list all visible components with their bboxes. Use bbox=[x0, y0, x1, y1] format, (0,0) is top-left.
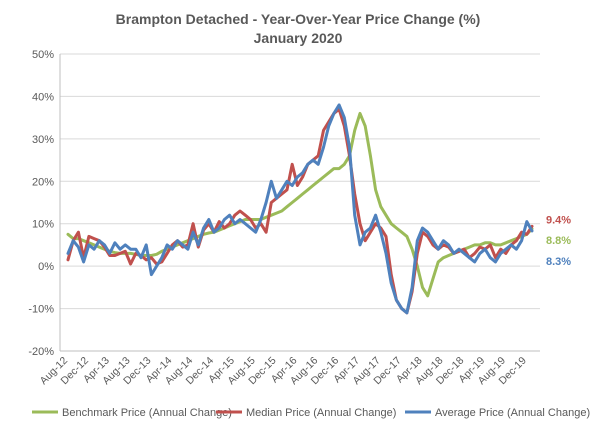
y-tick-label: -10% bbox=[28, 304, 54, 316]
gridlines bbox=[59, 53, 540, 352]
y-tick-label: -20% bbox=[28, 346, 54, 358]
series-line-1 bbox=[66, 111, 534, 298]
y-tick-label: 40% bbox=[32, 91, 54, 103]
series-line-2 bbox=[66, 107, 534, 315]
y-axis-ticks: -20% -10% 0% 10% 20% 30% 40% 50% bbox=[28, 49, 54, 358]
y-tick-label: 50% bbox=[32, 49, 54, 61]
end-label-1: 8.8% bbox=[546, 235, 571, 247]
chart-title: Brampton Detached - Year-Over-Year Price… bbox=[116, 11, 481, 27]
chart-subtitle: January 2020 bbox=[254, 30, 343, 46]
end-label-3: 8.3% bbox=[546, 256, 571, 268]
legend-label: Median Price (Annual Change) bbox=[246, 407, 396, 419]
y-tick-label: 10% bbox=[32, 219, 54, 231]
series-lines bbox=[66, 103, 534, 315]
y-tick-label: 20% bbox=[32, 176, 54, 188]
x-axis-ticks: Aug-12Dec-12Apr-13Aug-13Dec-13Apr-14Aug-… bbox=[38, 355, 529, 388]
series-line-3 bbox=[66, 103, 534, 315]
end-labels: 8.8% 9.4% 8.3% bbox=[546, 214, 571, 268]
legend-label: Average Price (Annual Change) bbox=[435, 407, 590, 419]
end-label-2: 9.4% bbox=[546, 214, 571, 226]
legend-label: Benchmark Price (Annual Change) bbox=[62, 407, 232, 419]
legend: Benchmark Price (Annual Change) Median Pr… bbox=[32, 407, 590, 419]
y-tick-label: 30% bbox=[32, 134, 54, 146]
y-tick-label: 0% bbox=[38, 261, 54, 273]
